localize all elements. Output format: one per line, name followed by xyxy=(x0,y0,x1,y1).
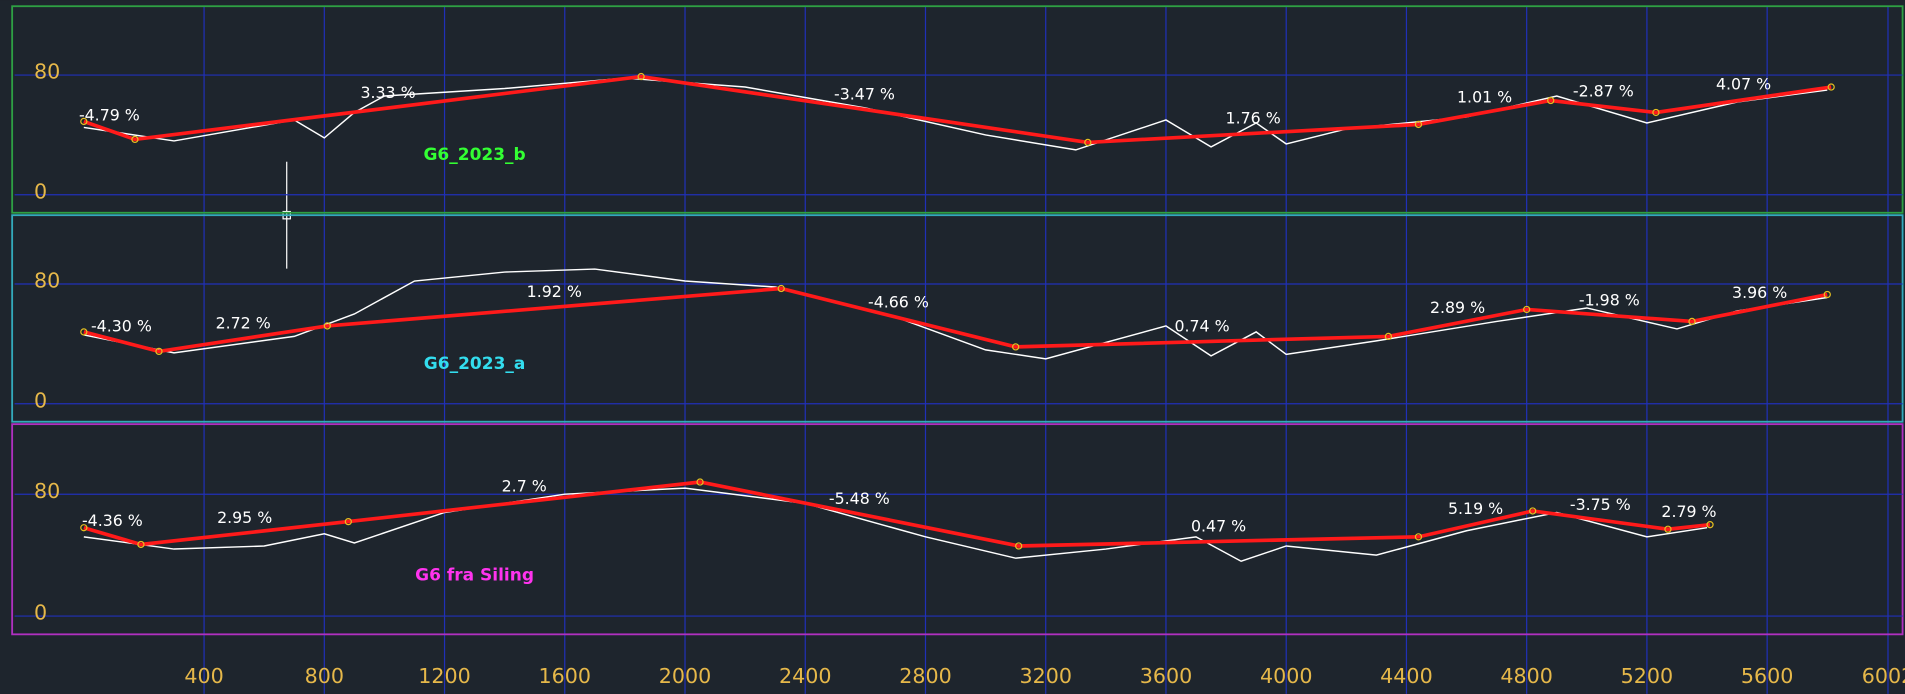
terrain-line xyxy=(83,487,1708,563)
alignment-name: G6_2023_a xyxy=(424,354,526,374)
pvi-point xyxy=(1015,542,1023,550)
x-tick-label: 3200 xyxy=(1019,664,1072,688)
grade-label: 1.76 % xyxy=(1226,108,1281,127)
design-line xyxy=(83,480,1711,548)
pvi-point xyxy=(1547,96,1555,105)
y-tick-label: 80 xyxy=(34,60,60,84)
grade-label: 2.79 % xyxy=(1661,502,1716,521)
grade-label: 2.95 % xyxy=(217,508,272,527)
grade-label: 0.47 % xyxy=(1191,516,1246,535)
alignment-name: G6 fra Siling xyxy=(415,565,534,585)
pvi-point xyxy=(1384,332,1393,341)
x-tick-label: 400 xyxy=(184,664,223,688)
grade-label: 1.92 % xyxy=(527,282,582,301)
grade-label: 1.01 % xyxy=(1457,87,1512,106)
x-tick-label: 800 xyxy=(305,664,344,688)
alignment-name: G6_2023_b xyxy=(423,145,525,165)
grade-label: -3.47 % xyxy=(834,84,895,103)
grade-label: -4.79 % xyxy=(79,105,140,124)
pvi-point xyxy=(80,524,88,532)
pvi-point xyxy=(1529,507,1537,515)
x-tick-label: 4800 xyxy=(1500,664,1553,688)
panel-frame xyxy=(11,214,1904,423)
pvi-point xyxy=(1823,290,1831,299)
y-tick-label: 80 xyxy=(34,269,60,293)
grade-label: 5.19 % xyxy=(1448,499,1503,518)
grade-label: 2.89 % xyxy=(1430,298,1485,317)
pvi-point xyxy=(1664,525,1672,533)
grade-label: -4.30 % xyxy=(91,317,152,336)
x-tick-label: 4000 xyxy=(1260,664,1313,688)
grade-label: 2.7 % xyxy=(502,477,547,496)
y-tick-label: 0 xyxy=(34,388,47,412)
grade-label: 0.74 % xyxy=(1174,317,1229,336)
panel-frame xyxy=(11,423,1904,636)
x-tick-label: 1200 xyxy=(418,664,471,688)
x-tick-label: 2800 xyxy=(899,664,952,688)
grade-label: -5.48 % xyxy=(829,489,890,508)
grade-label: -1.98 % xyxy=(1579,290,1640,309)
pvi-point xyxy=(777,284,785,293)
pvi-point xyxy=(155,347,163,356)
pvi-point xyxy=(137,540,145,549)
x-tick-label: 2000 xyxy=(659,664,712,688)
x-tick-label: 5200 xyxy=(1621,664,1674,688)
x-tick-label: 1600 xyxy=(539,664,592,688)
design-line xyxy=(83,286,1828,354)
pvi-point xyxy=(1827,83,1835,91)
pvi-point xyxy=(637,72,645,81)
pvi-point xyxy=(323,322,331,330)
terrain-line xyxy=(83,268,1828,360)
pvi-point xyxy=(80,117,88,126)
grade-label: 2.72 % xyxy=(216,314,271,333)
grade-label: -4.36 % xyxy=(82,511,143,530)
pvi-point xyxy=(1523,305,1531,314)
pvi-point xyxy=(1084,138,1092,147)
pvi-point xyxy=(344,517,352,526)
y-tick-label: 0 xyxy=(34,601,47,625)
grade-label: -4.66 % xyxy=(868,293,929,312)
x-tick-label: 2400 xyxy=(779,664,832,688)
grade-label: 3.33 % xyxy=(360,83,415,102)
pvi-point xyxy=(696,478,704,486)
pvi-point xyxy=(1688,317,1696,326)
grade-label: 3.96 % xyxy=(1732,283,1787,302)
grade-label: -2.87 % xyxy=(1573,81,1634,100)
pvi-point xyxy=(1414,533,1423,541)
design-line xyxy=(83,74,1832,145)
pvi-point xyxy=(1012,343,1020,351)
grade-label: -3.75 % xyxy=(1570,495,1631,514)
x-tick-label: 5600 xyxy=(1741,664,1794,688)
y-tick-label: 0 xyxy=(34,179,47,203)
x-tick-label: 3600 xyxy=(1140,664,1193,688)
y-tick-label: 80 xyxy=(34,479,60,503)
pvi-point xyxy=(131,135,139,144)
pvi-point xyxy=(1414,120,1423,129)
x-tick-label: 4400 xyxy=(1380,664,1433,688)
pvi-point xyxy=(80,328,88,336)
pvi-point xyxy=(1652,108,1660,117)
grade-label: 4.07 % xyxy=(1716,75,1771,94)
pvi-point xyxy=(1706,521,1714,529)
panel-frame xyxy=(11,5,1904,214)
